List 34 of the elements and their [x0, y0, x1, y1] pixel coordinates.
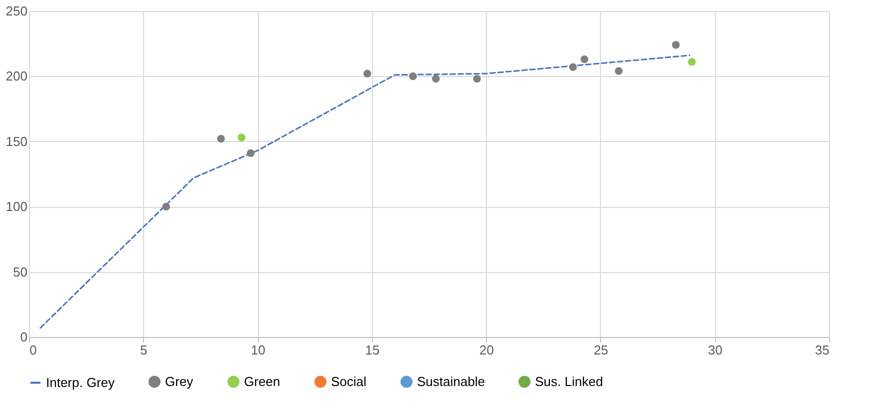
y-tick-label: 250: [6, 4, 28, 18]
point: [409, 72, 417, 80]
legend-label: Grey: [165, 374, 194, 389]
legend-label: Interp. Grey: [46, 374, 116, 390]
x-tick-label: 25: [594, 342, 608, 358]
x-tick-label: 30: [708, 342, 722, 358]
point: [432, 74, 440, 83]
y-tick-label: 0: [20, 330, 28, 344]
y-tick-label: 150: [6, 134, 28, 149]
point: [580, 55, 588, 64]
x-tick-label: 35: [815, 342, 830, 358]
x-tick-label: 10: [250, 342, 266, 358]
line-series: [40, 54, 690, 329]
point: [672, 41, 680, 49]
point: [162, 202, 170, 210]
point: [569, 63, 577, 71]
point: [614, 67, 623, 75]
point: [217, 134, 225, 143]
x-tick-label: 20: [479, 342, 494, 358]
point: [238, 134, 246, 142]
legend-label: Sustainable: [417, 374, 485, 389]
legend-label: Social: [331, 374, 367, 389]
y-tick-label: 200: [6, 68, 28, 84]
point: [363, 70, 372, 78]
legend-label: Green: [244, 374, 280, 389]
x-tick-label: 5: [140, 342, 148, 358]
legend-label: Sus. Linked: [535, 374, 603, 389]
point: [473, 74, 481, 83]
x-tick-label: 15: [365, 342, 380, 358]
x-tick-label: 0: [30, 342, 37, 358]
point: [246, 149, 255, 157]
point: [688, 58, 696, 66]
y-tick-label: 100: [6, 199, 28, 214]
y-tick-label: 50: [13, 264, 28, 280]
